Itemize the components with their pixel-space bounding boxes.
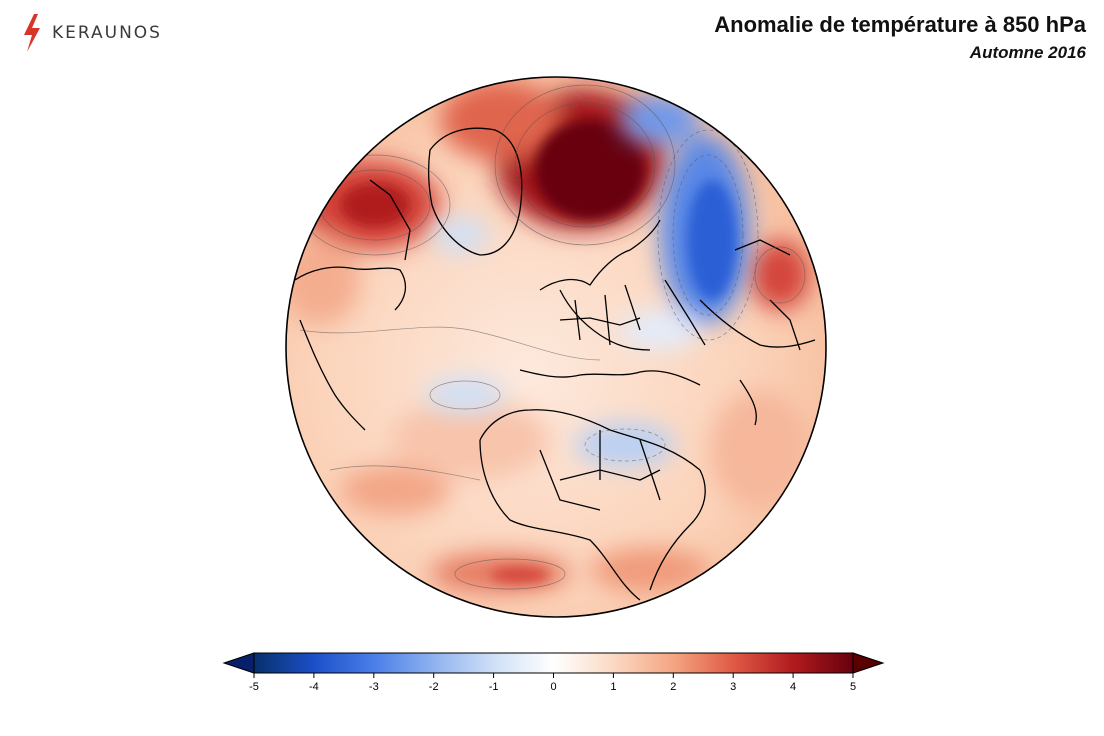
colorbar-tick-label: -3 xyxy=(369,681,379,693)
contours xyxy=(299,84,806,590)
colorbar-tick-label: -1 xyxy=(489,681,499,693)
colorbar-tick-label: -2 xyxy=(429,681,439,693)
colorbar-tick-label: 1 xyxy=(610,681,616,693)
page-subtitle: Automne 2016 xyxy=(969,43,1086,62)
colorbar-tick-label: 5 xyxy=(850,681,856,693)
colorbar-tick-label: -5 xyxy=(249,681,259,693)
colorbar-tick-label: 0 xyxy=(550,681,556,693)
colorbar-high-arrow xyxy=(852,652,885,674)
colorbar-low-arrow xyxy=(222,652,255,674)
cold-core xyxy=(687,180,737,300)
brand-name: KERAUNOS xyxy=(52,23,162,43)
keraunos-logo[interactable]: KERAUNOS xyxy=(22,14,162,52)
colorbar-tick-label: -4 xyxy=(309,681,319,693)
globe-outline xyxy=(285,76,827,618)
coastlines xyxy=(294,127,816,601)
colorbar-tick-label: 2 xyxy=(670,681,676,693)
colorbar-scale xyxy=(253,652,854,674)
page-title: Anomalie de température à 850 hPa xyxy=(714,12,1086,37)
colorbar-tick-label: 4 xyxy=(790,681,796,693)
title-block: Anomalie de température à 850 hPa Automn… xyxy=(714,12,1086,63)
colorbar-ticks: -5 -4 -3 -2 -1 0 1 2 3 4 5 xyxy=(249,673,856,693)
anomaly-globe-map xyxy=(285,76,827,618)
lightning-bolt-icon xyxy=(24,14,40,52)
warm-core xyxy=(340,120,645,583)
globe-interior xyxy=(286,77,826,617)
colorbar-tick-label: 3 xyxy=(730,681,736,693)
